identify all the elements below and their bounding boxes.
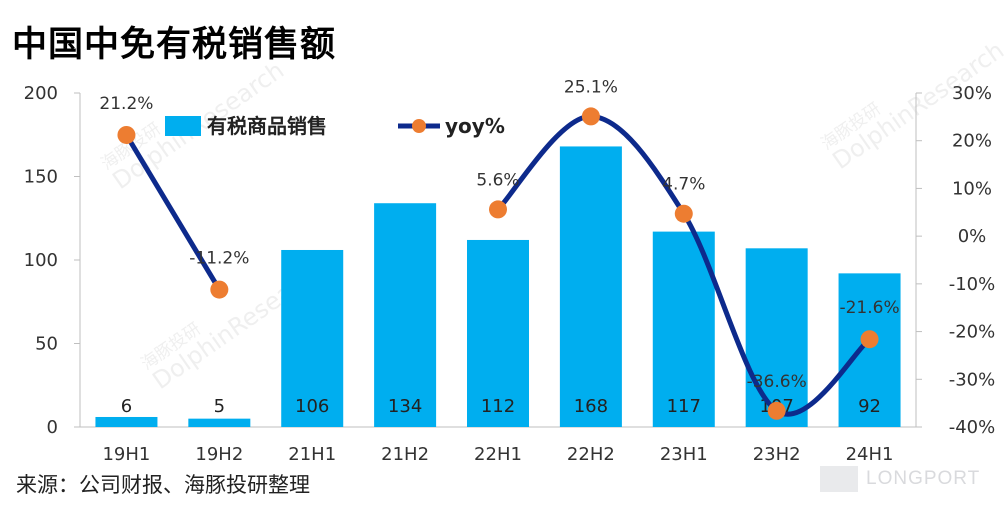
yoy-marker <box>674 204 693 223</box>
yoy-line-segment <box>495 113 873 417</box>
y-right-tick-label: -20% <box>949 322 996 343</box>
yoy-value-label: 4.7% <box>662 175 705 195</box>
bar-value-label: 5 <box>214 396 225 417</box>
y-left-tick-label: 150 <box>24 167 58 188</box>
yoy-series: 21.2% -11.2% 5.6% 25.1% 4.7% -36.6% -21.6% <box>99 77 900 420</box>
y-left-tick-label: 50 <box>35 334 58 355</box>
yoy-marker <box>767 401 786 420</box>
legend-bar-swatch <box>165 116 201 136</box>
yoy-value-label: 25.1% <box>564 77 618 97</box>
longport-logo-mark <box>820 466 858 492</box>
x-tick-label: 24H1 <box>846 444 894 465</box>
yoy-value-label: -11.2% <box>189 249 249 269</box>
x-tick-label: 22H2 <box>567 444 615 465</box>
x-tick-label: 21H1 <box>288 444 336 465</box>
yoy-marker <box>581 107 600 126</box>
legend: 有税商品销售 yoy% <box>165 114 505 138</box>
y-right-tick-label: 30% <box>952 83 992 104</box>
bar <box>559 146 622 427</box>
source-note: 来源：公司财报、海豚投研整理 <box>16 473 310 497</box>
bar-value-label: 6 <box>121 396 132 417</box>
yoy-value-label: -36.6% <box>747 372 807 392</box>
legend-line-label: yoy% <box>445 114 505 138</box>
bar <box>188 418 251 427</box>
yoy-marker <box>117 125 136 144</box>
x-tick-label: 21H2 <box>381 444 429 465</box>
yoy-marker <box>210 280 229 299</box>
bar-value-label: 112 <box>481 396 515 417</box>
chart-title: 中国中免有税销售额 <box>12 25 337 65</box>
y-left-tick-label: 100 <box>24 250 58 271</box>
yoy-value-label: -21.6% <box>839 298 899 318</box>
y-left-tick-label: 200 <box>24 83 58 104</box>
bar-value-label: 134 <box>388 396 422 417</box>
bar-value-label: 168 <box>574 396 608 417</box>
bar <box>281 249 344 427</box>
yoy-line-segment <box>123 132 222 293</box>
bar-series: 6510613411216811710792 <box>95 146 901 427</box>
x-tick-label: 19H1 <box>102 444 150 465</box>
bar <box>374 203 437 427</box>
bar <box>95 416 158 427</box>
bar <box>745 248 808 427</box>
bar-value-label: 117 <box>667 396 701 417</box>
y-left-tick-label: 0 <box>47 417 58 438</box>
x-tick-label: 23H1 <box>660 444 708 465</box>
yoy-value-label: 21.2% <box>99 94 153 114</box>
y-right-tick-label: -10% <box>949 274 996 295</box>
legend-bar-label: 有税商品销售 <box>207 114 327 138</box>
axes-layer: 0 50 100 150 200 30% 20% 10% 0% -10% -20% -30% -40% 1… <box>24 83 996 465</box>
bar <box>652 231 715 427</box>
y-right-tick-label: 0% <box>958 226 987 247</box>
x-tick-label: 22H1 <box>474 444 522 465</box>
y-right-tick-label: -30% <box>949 369 996 390</box>
y-right-tick-label: 10% <box>952 178 992 199</box>
legend-marker-swatch <box>412 119 426 133</box>
bar <box>838 273 901 427</box>
x-tick-label: 19H2 <box>195 444 243 465</box>
bar-value-label: 106 <box>295 396 329 417</box>
bar <box>467 239 529 427</box>
longport-logo-text: LONGPORT <box>866 468 981 489</box>
x-tick-label: 23H2 <box>753 444 801 465</box>
yoy-marker <box>489 200 507 219</box>
longport-logo: LONGPORT <box>820 462 996 496</box>
y-right-tick-label: -40% <box>949 417 996 438</box>
y-right-tick-label: 20% <box>952 131 992 152</box>
yoy-value-label: 5.6% <box>476 170 519 190</box>
yoy-marker <box>860 330 879 349</box>
bar-value-label: 92 <box>858 396 881 417</box>
